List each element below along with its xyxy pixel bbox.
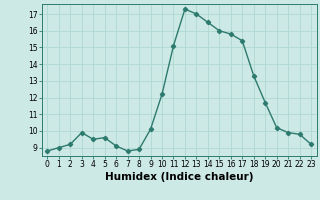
X-axis label: Humidex (Indice chaleur): Humidex (Indice chaleur) bbox=[105, 172, 253, 182]
